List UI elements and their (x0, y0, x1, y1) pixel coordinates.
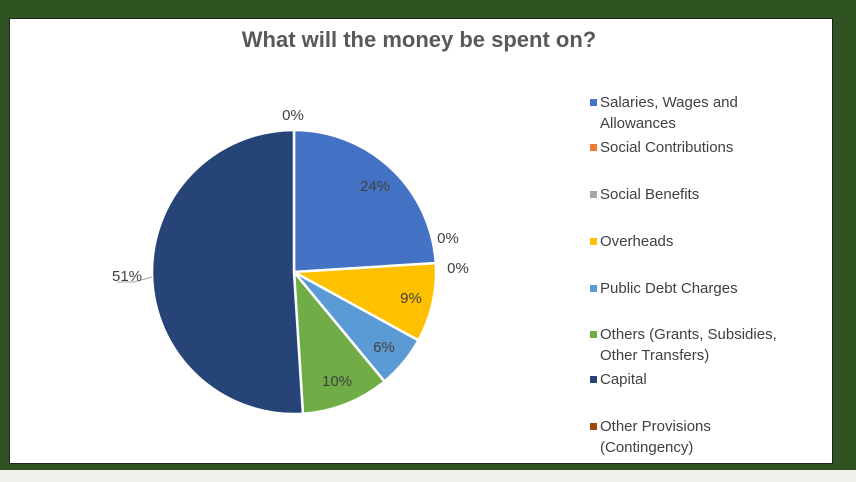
legend-swatch (590, 331, 597, 338)
legend-item-social-contributions: Social Contributions (590, 137, 790, 158)
slice-data-label: 0% (447, 260, 469, 277)
legend-swatch (590, 423, 597, 430)
legend-label-line-1: Social Contributions (600, 139, 734, 156)
legend-item-capital: Capital (590, 369, 790, 390)
legend-label-line-2: Allowances (600, 115, 676, 132)
legend-item-public-debt-charges: Public Debt Charges (590, 278, 790, 299)
slice-data-label: 9% (400, 290, 422, 307)
legend-label-line-2: Other Transfers) (600, 347, 710, 364)
legend-item-salaries: Salaries, Wages and Allowances (590, 92, 790, 134)
legend-label-line-2: (Contingency) (600, 439, 694, 456)
pie-slice (292, 128, 438, 274)
slice-data-label: 10% (322, 373, 352, 390)
legend-item-other-provisions: Other Provisions (Contingency) (590, 416, 790, 458)
legend-item-social-benefits: Social Benefits (590, 184, 790, 205)
slice-data-label: 6% (373, 339, 395, 356)
legend-swatch (590, 191, 597, 198)
slice-data-label: 51% (112, 268, 142, 285)
slice-data-label: 0% (437, 230, 459, 247)
legend-label-line-1: Other Provisions (600, 418, 711, 435)
legend-label-line-1: Capital (600, 371, 647, 388)
pie-slice (292, 268, 387, 416)
legend-swatch (590, 99, 597, 106)
legend-item-overheads: Overheads (590, 231, 790, 252)
legend-swatch (590, 285, 597, 292)
pie-slice (289, 261, 438, 343)
pie-slice (150, 128, 305, 416)
slice-data-label: 24% (360, 178, 390, 195)
legend-item-others: Others (Grants, Subsidies, Other Transfe… (590, 324, 790, 366)
frame-bottom-strip (0, 470, 856, 482)
legend-label-line-1: Public Debt Charges (600, 280, 738, 297)
legend-swatch (590, 238, 597, 245)
legend-label-line-1: Social Benefits (600, 186, 700, 203)
legend-label-line-1: Others (Grants, Subsidies, (600, 326, 777, 343)
legend-label-line-1: Overheads (600, 233, 674, 250)
chart-title: What will the money be spent on? (241, 27, 597, 52)
legend-swatch (590, 376, 597, 383)
slice-data-label: 0% (282, 107, 304, 124)
legend-swatch (590, 144, 597, 151)
legend-label-line-1: Salaries, Wages and (600, 94, 738, 111)
label-leader-line (117, 276, 153, 283)
